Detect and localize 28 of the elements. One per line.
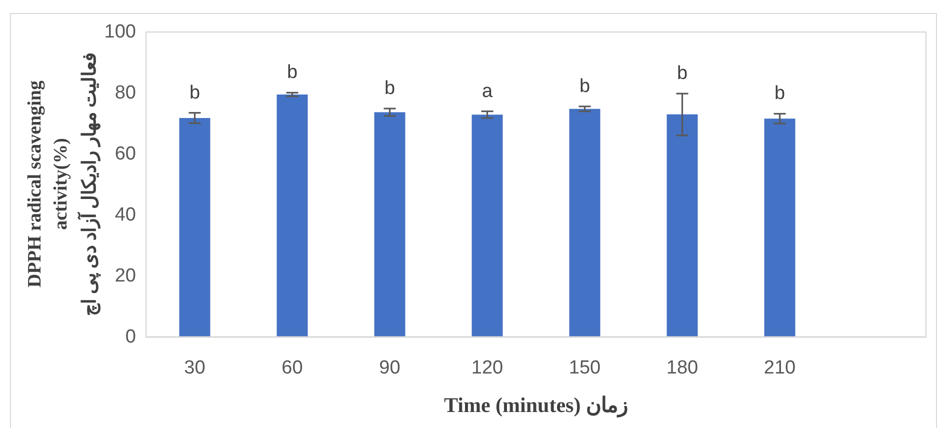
data-label: a [482, 80, 493, 102]
data-label: b [384, 78, 396, 100]
data-label: b [286, 62, 298, 84]
y-tick-label: 40 [114, 204, 136, 226]
y-tick-label: 60 [114, 144, 136, 164]
data-label: b [774, 83, 786, 104]
data-label: b [676, 63, 688, 84]
x-axis-title: Time (minutes) زمان [444, 393, 628, 418]
bar [179, 118, 210, 337]
x-tick-label: 120 [471, 358, 504, 378]
x-tick-label: 60 [282, 358, 303, 378]
bar [666, 114, 698, 337]
bar [374, 112, 406, 337]
data-label: b [579, 76, 590, 97]
y-tick-label: 20 [114, 266, 136, 286]
y-tick-label: 0 [125, 326, 136, 348]
y-tick-label: 80 [114, 82, 136, 104]
x-tick-label: 90 [379, 358, 400, 378]
bar [764, 118, 796, 337]
x-tick-label: 30 [184, 358, 206, 378]
bar [276, 94, 308, 337]
x-tick-label: 210 [764, 358, 796, 378]
y-tick-label: 100 [104, 22, 136, 42]
x-tick-label: 180 [666, 358, 698, 378]
bar [472, 114, 503, 337]
data-label: b [189, 82, 200, 104]
bar [569, 108, 600, 337]
x-tick-label: 150 [568, 358, 601, 378]
